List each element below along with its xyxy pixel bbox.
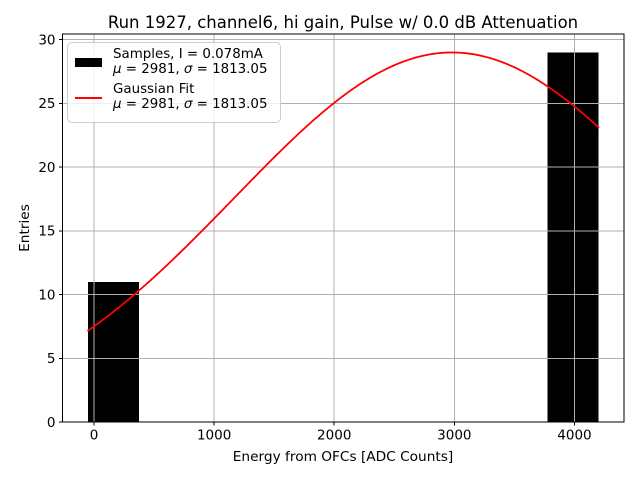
histogram-bars-layer [88, 52, 599, 422]
black-patch-swatch [75, 58, 102, 68]
histogram-bar [547, 52, 599, 422]
legend-label-samples: Samples, I = 0.078mA [113, 47, 263, 62]
fit-curve-layer [87, 51, 600, 332]
axes-spines-layer [62, 33, 625, 423]
fit-line-legend-swatch [75, 96, 102, 99]
y-tick-label: 20 [38, 160, 55, 176]
tick-layer: 0 1000 2000 3000 4000 0 5 10 15 20 25 30 [38, 33, 591, 444]
y-tick-label: 10 [38, 287, 55, 303]
legend-stats-gaussian-fit: μ = 2981, σ = 1813.05 [113, 96, 268, 112]
legend-label-gaussian-fit: Gaussian Fit [113, 82, 195, 98]
x-tick-label: 2000 [317, 428, 351, 444]
gaussian-fit-curve [87, 51, 600, 332]
y-tick-label: 15 [38, 224, 55, 240]
x-axis-label: Energy from OFCs [ADC Counts] [233, 449, 453, 465]
x-tick-label: 4000 [557, 428, 591, 444]
legend-entry-gaussian-fit: Gaussian Fit μ = 2981, σ = 1813.05 [75, 83, 280, 112]
histogram-bar [88, 281, 139, 422]
y-tick-label: 0 [47, 415, 56, 431]
y-tick-label: 30 [38, 33, 55, 49]
x-tick-label: 3000 [437, 428, 471, 444]
chart-title: Run 1927, channel6, hi gain, Pulse w/ 0.… [108, 13, 578, 32]
y-axis-label: Entries [17, 204, 33, 252]
legend: Samples, I = 0.078mA μ = 2981, σ = 1813.… [67, 42, 281, 123]
red-line-swatch [75, 96, 102, 99]
histogram-legend-swatch [75, 58, 102, 68]
y-tick-label: 25 [38, 96, 55, 112]
axes-spines [62, 33, 625, 423]
x-tick-label: 1000 [197, 428, 231, 444]
legend-entry-samples: Samples, I = 0.078mA μ = 2981, σ = 1813.… [75, 47, 280, 77]
x-tick-label: 0 [90, 428, 99, 444]
y-tick-label: 5 [47, 351, 56, 367]
legend-stats-samples: μ = 2981, σ = 1813.05 [113, 61, 268, 77]
